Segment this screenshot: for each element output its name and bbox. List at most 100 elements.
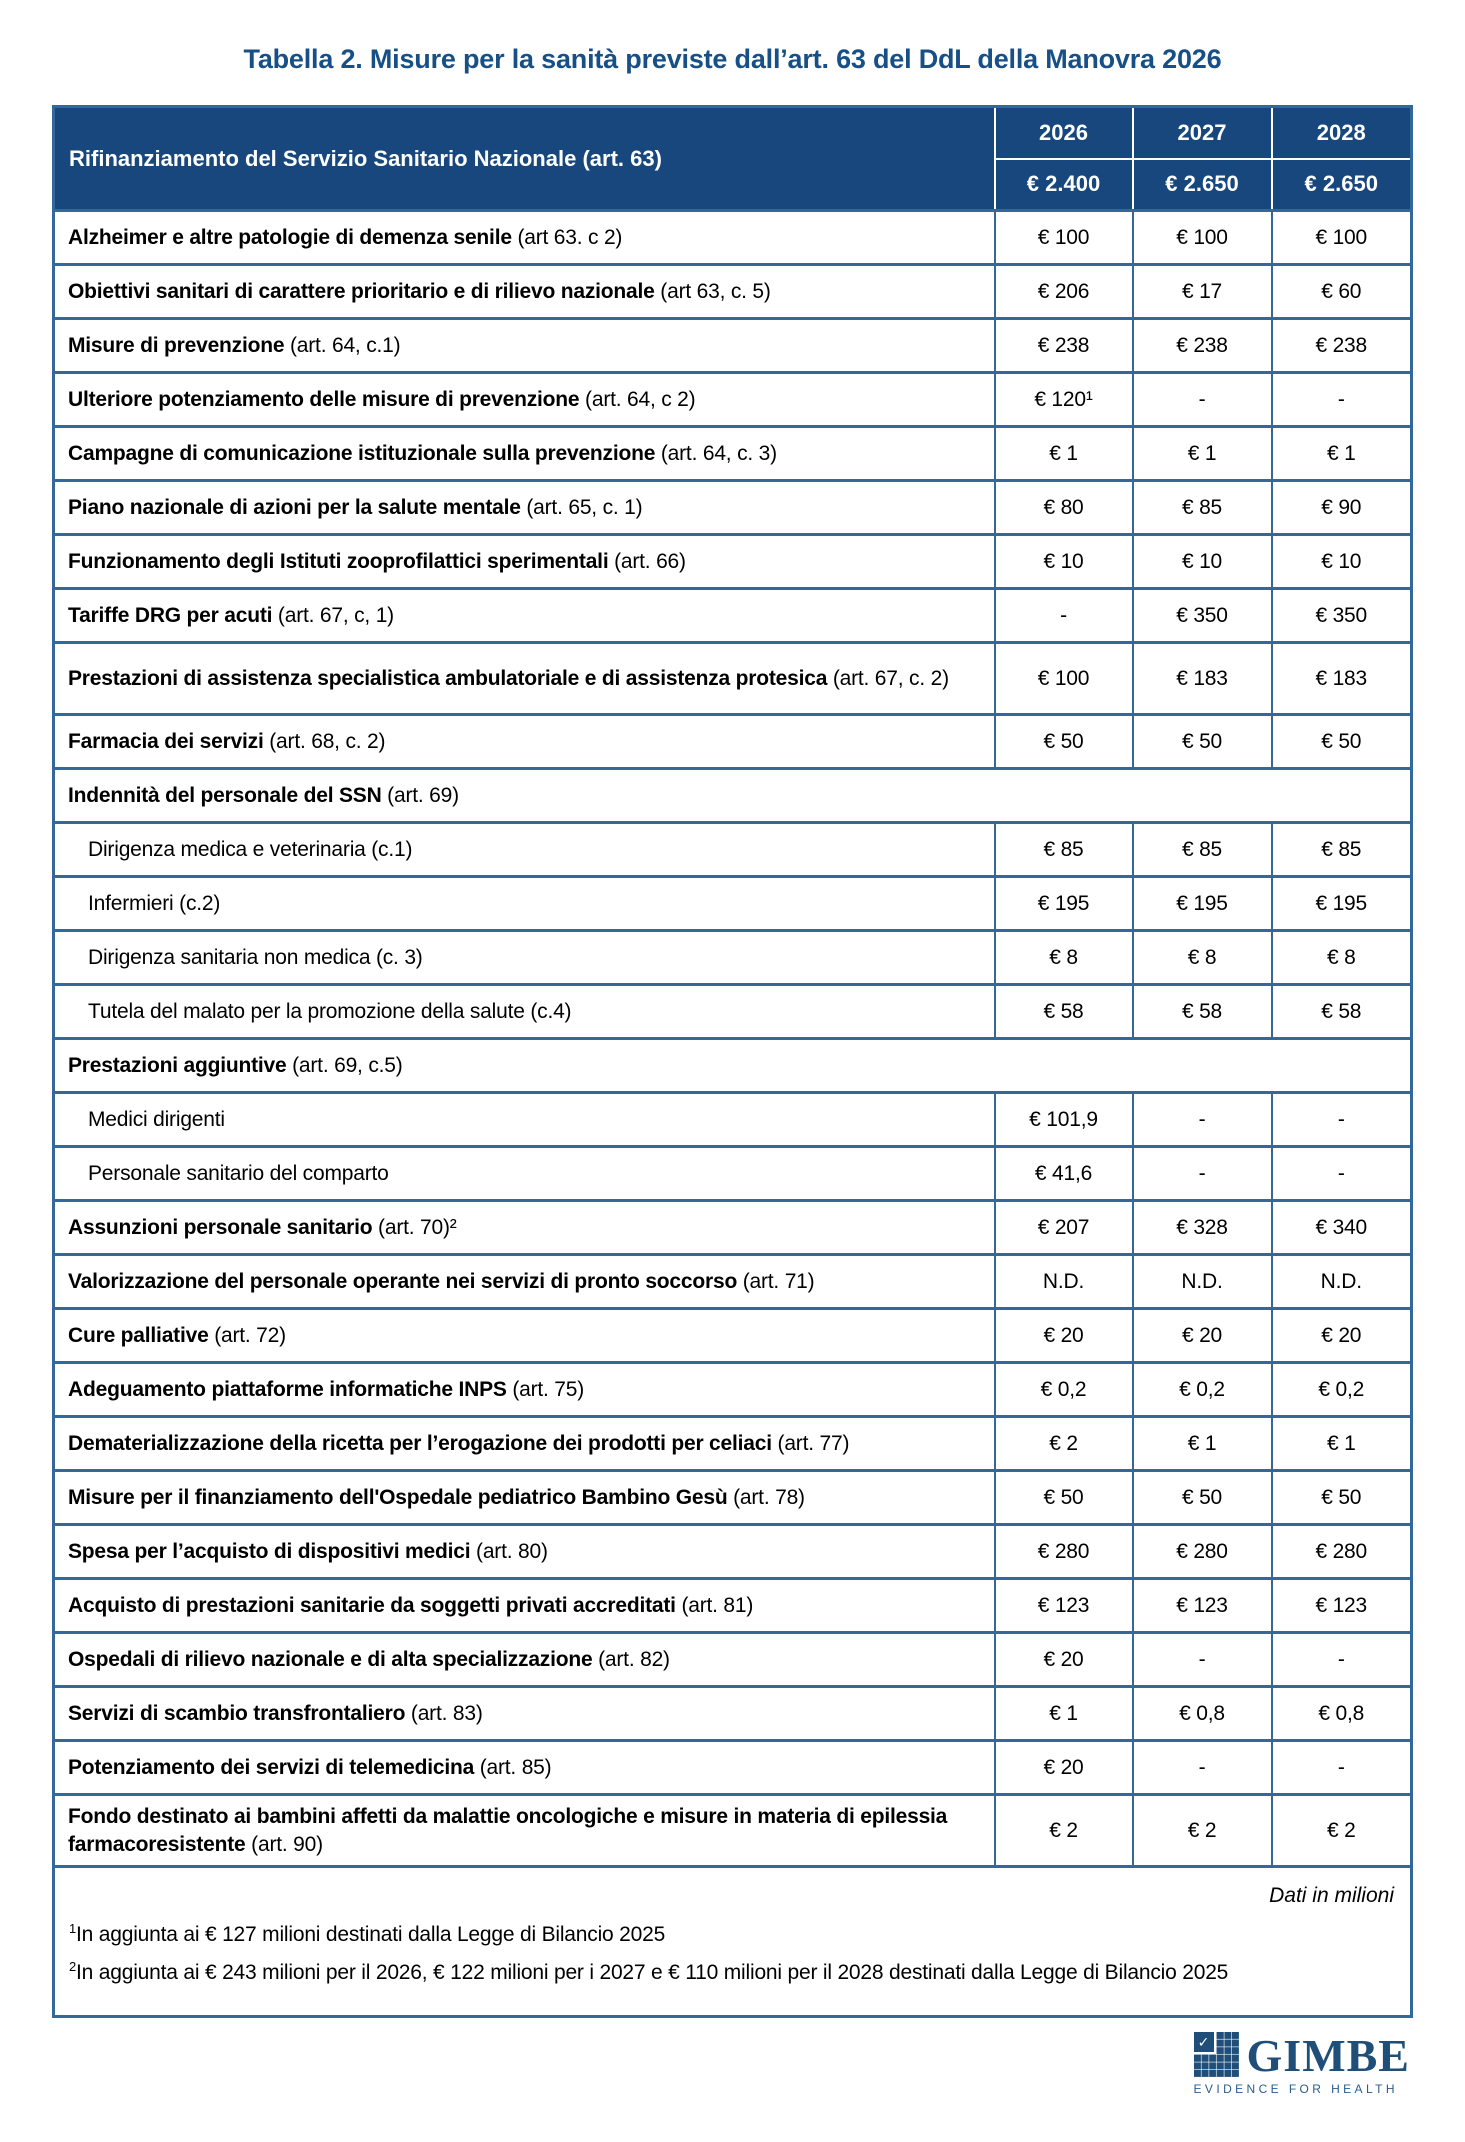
value-2028: € 280	[1270, 1523, 1412, 1579]
value-2027: € 1	[1131, 425, 1272, 481]
value-2026: € 10	[993, 533, 1133, 589]
measure-label: Dirigenza sanitaria non medica (c. 3)	[53, 929, 995, 985]
table-row: Medici dirigenti € 101,9- -	[53, 1091, 1412, 1147]
measure-label: Misure per il finanziamento dell'Ospedal…	[53, 1469, 995, 1525]
measure-label: Misure di prevenzione (art. 64, c.1)	[53, 317, 995, 373]
value-2027: € 50	[1131, 713, 1272, 769]
value-2026: € 20	[993, 1739, 1133, 1795]
table-row: Misure per il finanziamento dell'Ospedal…	[53, 1469, 1412, 1525]
footnotes: 1In aggiunta ai € 127 milioni destinati …	[69, 1916, 1396, 1992]
data-unit-note: Dati in milioni	[1269, 1884, 1394, 1907]
table-row: Ulteriore potenziamento delle misure di …	[53, 371, 1412, 427]
measure-label: Tariffe DRG per acuti (art. 67, c, 1)	[53, 587, 995, 643]
value-2028: € 340	[1270, 1199, 1412, 1255]
value-2027: -	[1131, 1631, 1272, 1687]
value-2026: € 100	[993, 641, 1133, 715]
measure-label: Prestazioni aggiuntive (art. 69, c.5)	[53, 1037, 1412, 1093]
value-2026: € 238	[993, 317, 1133, 373]
value-2026: € 0,2	[993, 1361, 1133, 1417]
value-2028: € 0,8	[1270, 1685, 1412, 1741]
measure-label: Valorizzazione del personale operante ne…	[53, 1253, 995, 1309]
value-2026: € 207	[993, 1199, 1133, 1255]
value-2028: € 20	[1270, 1307, 1412, 1363]
table-row: Acquisto di prestazioni sanitarie da sog…	[53, 1577, 1412, 1633]
value-2026: € 20	[993, 1307, 1133, 1363]
footnote: 2In aggiunta ai € 243 milioni per il 202…	[69, 1958, 1229, 1984]
header-year-2028: 2028	[1270, 106, 1412, 159]
table-row: Servizi di scambio transfrontaliero (art…	[53, 1685, 1412, 1741]
value-2026: N.D.	[993, 1253, 1133, 1309]
value-2026: € 1	[993, 1685, 1133, 1741]
measure-label: Servizi di scambio transfrontaliero (art…	[53, 1685, 995, 1741]
value-2027: -	[1131, 1739, 1272, 1795]
measure-label: Dirigenza medica e veterinaria (c.1)	[53, 821, 995, 877]
table-row: Campagne di comunicazione istituzionale …	[53, 425, 1412, 481]
measure-label: Funzionamento degli Istituti zooprofilat…	[53, 533, 995, 589]
value-2027: € 183	[1131, 641, 1272, 715]
value-2027: € 0,8	[1131, 1685, 1272, 1741]
table-row: Adeguamento piattaforme informatiche INP…	[53, 1361, 1412, 1417]
value-2028: -	[1270, 371, 1412, 427]
table-header: Rifinanziamento del Servizio Sanitario N…	[53, 106, 1412, 211]
value-2028: € 1	[1270, 1415, 1412, 1471]
header-amount-2027: € 2.650	[1131, 157, 1272, 211]
check-icon: ✓	[1191, 2030, 1216, 2054]
table-row: Personale sanitario del comparto € 41,6- -	[53, 1145, 1412, 1201]
value-2026: € 1	[993, 425, 1133, 481]
table-row: Valorizzazione del personale operante ne…	[53, 1253, 1412, 1309]
value-2026: € 100	[993, 209, 1133, 265]
value-2026: € 85	[993, 821, 1133, 877]
measure-label: Potenziamento dei servizi di telemedicin…	[53, 1739, 995, 1795]
gimbe-grid-icon: ✓	[1191, 2030, 1239, 2077]
measure-label: Acquisto di prestazioni sanitarie da sog…	[53, 1577, 995, 1633]
value-2028: € 50	[1270, 713, 1412, 769]
value-2027: € 1	[1131, 1415, 1272, 1471]
measure-label: Tutela del malato per la promozione dell…	[53, 983, 995, 1039]
value-2026: € 195	[993, 875, 1133, 931]
value-2028: € 0,2	[1270, 1361, 1412, 1417]
measure-label: Ospedali di rilievo nazionale e di alta …	[53, 1631, 995, 1687]
table-row: Dematerializzazione della ricetta per l’…	[53, 1415, 1412, 1471]
measure-label: Adeguamento piattaforme informatiche INP…	[53, 1361, 995, 1417]
value-2026: € 2	[993, 1793, 1133, 1867]
value-2027: -	[1131, 1145, 1272, 1201]
table-row: Prestazioni di assistenza specialistica …	[53, 641, 1412, 715]
measures-table: Rifinanziamento del Servizio Sanitario N…	[52, 105, 1413, 2018]
value-2028: € 90	[1270, 479, 1412, 535]
measure-label: Obiettivi sanitari di carattere priorita…	[53, 263, 995, 319]
table-title: Tabella 2. Misure per la sanità previste…	[243, 44, 1222, 74]
value-2027: € 238	[1131, 317, 1272, 373]
value-2027: € 85	[1131, 821, 1272, 877]
value-2028: -	[1270, 1631, 1412, 1687]
value-2026: € 2	[993, 1415, 1133, 1471]
table-body: Alzheimer e altre patologie di demenza s…	[53, 209, 1412, 1867]
value-2026: € 20	[993, 1631, 1133, 1687]
value-2028: N.D.	[1270, 1253, 1412, 1309]
table-row: Tariffe DRG per acuti (art. 67, c, 1) - € …	[53, 587, 1412, 643]
value-2026: € 101,9	[993, 1091, 1133, 1147]
measure-label: Fondo destinato ai bambini affetti da ma…	[53, 1793, 995, 1867]
measure-label: Cure palliative (art. 72)	[53, 1307, 995, 1363]
value-2027: € 0,2	[1131, 1361, 1272, 1417]
value-2026: € 120¹	[993, 371, 1133, 427]
value-2026: € 50	[993, 1469, 1133, 1525]
section-row: Indennità del personale del SSN (art. 69…	[53, 767, 1412, 823]
measure-label: Farmacia dei servizi (art. 68, c. 2)	[53, 713, 995, 769]
value-2026: € 41,6	[993, 1145, 1133, 1201]
header-amount-2026: € 2.400	[993, 157, 1133, 211]
measure-label: Campagne di comunicazione istituzionale …	[53, 425, 995, 481]
table-row: Funzionamento degli Istituti zooprofilat…	[53, 533, 1412, 589]
table-footnote-block: Dati in milioni 1In aggiunta ai € 127 mi…	[53, 1865, 1412, 2017]
value-2026: € 206	[993, 263, 1133, 319]
gimbe-tagline: EVIDENCE FOR HEALTH	[1193, 2082, 1398, 2096]
value-2027: € 100	[1131, 209, 1272, 265]
value-2027: € 20	[1131, 1307, 1272, 1363]
value-2026: € 80	[993, 479, 1133, 535]
value-2026: € 50	[993, 713, 1133, 769]
measure-label: Indennità del personale del SSN (art. 69…	[53, 767, 1412, 823]
section-row: Prestazioni aggiuntive (art. 69, c.5)	[53, 1037, 1412, 1093]
measure-label: Medici dirigenti	[53, 1091, 995, 1147]
value-2028: € 123	[1270, 1577, 1412, 1633]
table-row: Assunzioni personale sanitario (art. 70)…	[53, 1199, 1412, 1255]
